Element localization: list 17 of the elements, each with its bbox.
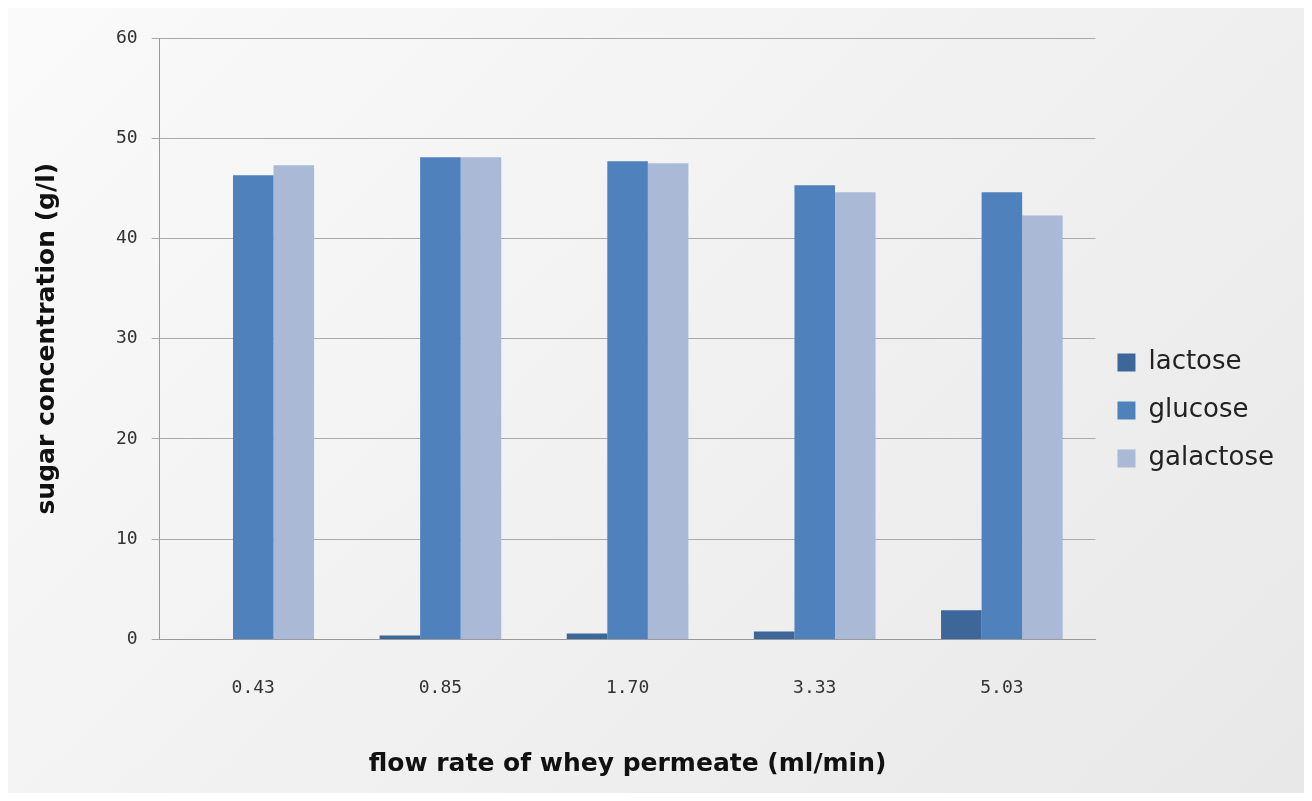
x-tick-label: 5.03 (980, 675, 1024, 697)
legend-label: galactose (1148, 441, 1274, 472)
y-tick-label: 30 (115, 326, 138, 348)
x-tick-label: 0.43 (231, 675, 275, 697)
legend-label: glucose (1148, 393, 1249, 424)
legend-label: lactose (1148, 345, 1242, 376)
y-tick-label: 10 (115, 526, 138, 548)
x-tick-label: 1.70 (605, 675, 650, 697)
y-tick-label: 50 (115, 125, 138, 147)
y-tick-label: 0 (126, 627, 138, 649)
y-tick-label: 40 (115, 226, 138, 248)
y-axis-title: sugar concentration (g/l) (30, 162, 60, 515)
x-tick-label: 0.85 (418, 675, 463, 697)
x-tick-label: 3.33 (793, 675, 837, 697)
y-tick-label: 60 (115, 25, 138, 47)
x-axis-title: flow rate of whey permeate (ml/min) (368, 747, 887, 777)
y-tick-label: 20 (115, 426, 138, 448)
